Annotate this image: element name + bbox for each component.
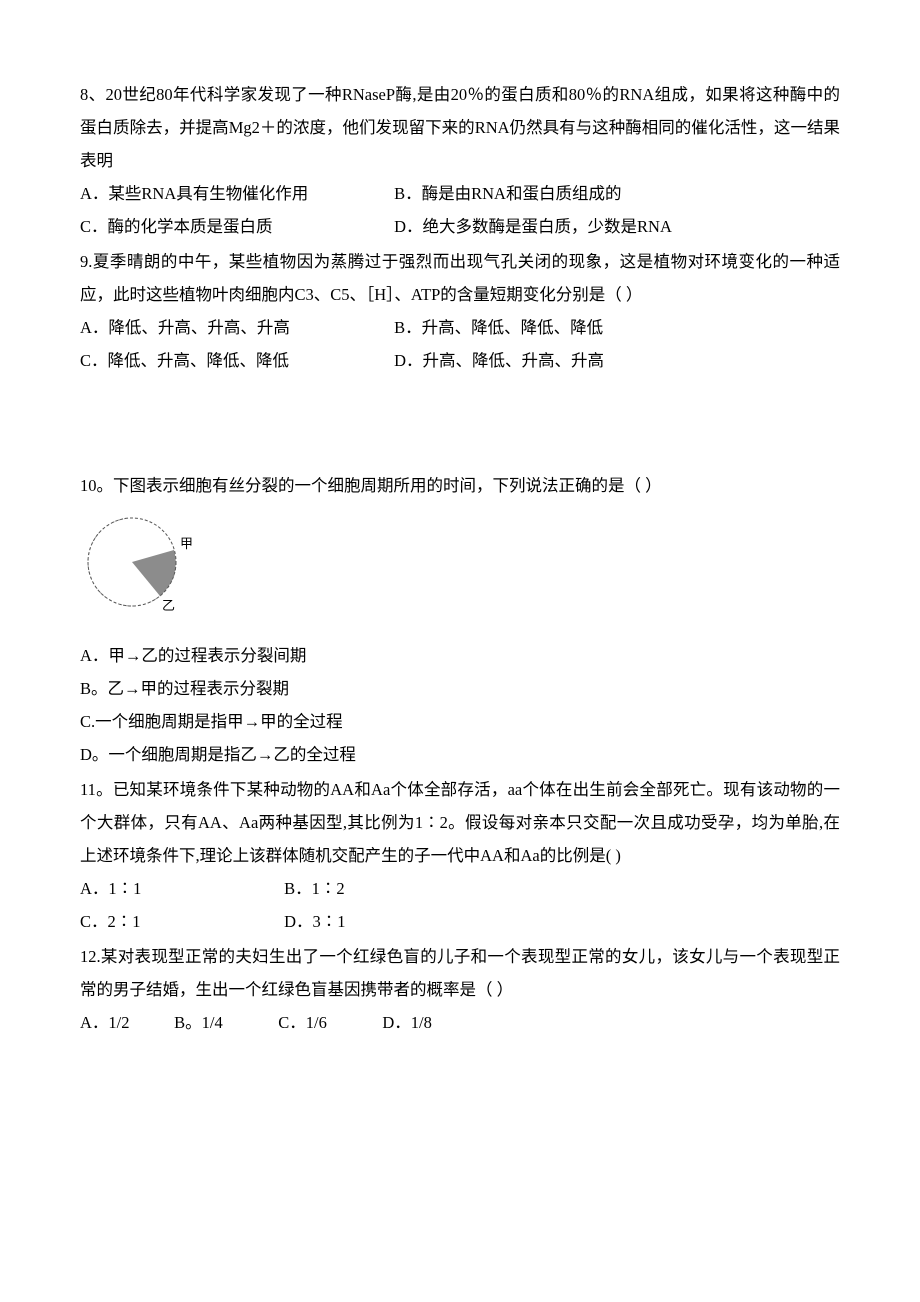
q8-option-b: B．酶是由RNA和蛋白质组成的 — [394, 177, 621, 210]
q11-options: A．1∶1 B．1∶2 — [80, 872, 840, 905]
q8-option-d: D．绝大多数酶是蛋白质，少数是RNA — [394, 210, 672, 243]
q8-options: A．某些RNA具有生物催化作用 B．酶是由RNA和蛋白质组成的 — [80, 177, 840, 210]
q8-stem: 8、20世纪80年代科学家发现了一种RNaseP酶,是由20％的蛋白质和80％的… — [80, 78, 840, 177]
q9-option-d: D．升高、降低、升高、升高 — [394, 344, 604, 377]
q12-option-d: D．1/8 — [382, 1006, 432, 1039]
q9-option-b: B．升高、降低、降低、降低 — [394, 311, 603, 344]
q11-option-b: B．1∶2 — [284, 872, 345, 905]
q9-option-a: A．降低、升高、升高、升高 — [80, 311, 390, 344]
q10-option-b: B。乙→甲的过程表示分裂期 — [80, 672, 840, 705]
q11-option-a: A．1∶1 — [80, 872, 280, 905]
q11-stem: 11。已知某环境条件下某种动物的AA和Aa个体全部存活，aa个体在出生前会全部死… — [80, 773, 840, 872]
label-jia: 甲 — [180, 536, 193, 551]
q8-option-c: C．酶的化学本质是蛋白质 — [80, 210, 390, 243]
q9-options-2: C．降低、升高、降低、降低 D．升高、降低、升高、升高 — [80, 344, 840, 377]
label-yi: 乙 — [162, 598, 175, 613]
section-gap — [80, 379, 840, 469]
cell-cycle-diagram: 甲 乙 — [80, 510, 200, 622]
q11-option-d: D．3∶1 — [284, 905, 345, 938]
q12-options: A．1/2 B。1/4 C．1/6 D．1/8 — [80, 1006, 840, 1039]
question-11: 11。已知某环境条件下某种动物的AA和Aa个体全部存活，aa个体在出生前会全部死… — [80, 773, 840, 938]
q10-option-a: A．甲→乙的过程表示分裂间期 — [80, 639, 840, 672]
q12-stem: 12.某对表现型正常的夫妇生出了一个红绿色盲的儿子和一个表现型正常的女儿，该女儿… — [80, 940, 840, 1006]
q10-option-d: D。一个细胞周期是指乙→乙的全过程 — [80, 738, 840, 771]
q9-option-c: C．降低、升高、降低、降低 — [80, 344, 390, 377]
q10-option-c: C.一个细胞周期是指甲→甲的全过程 — [80, 705, 840, 738]
cycle-wedge — [132, 550, 176, 596]
q10-stem: 10。下图表示细胞有丝分裂的一个细胞周期所用的时间，下列说法正确的是（ ） — [80, 469, 840, 502]
q9-stem: 9.夏季晴朗的中午，某些植物因为蒸腾过于强烈而出现气孔关闭的现象，这是植物对环境… — [80, 245, 840, 311]
q11-option-c: C．2∶1 — [80, 905, 280, 938]
q10-diagram: 甲 乙 — [80, 510, 840, 633]
q9-options: A．降低、升高、升高、升高 B．升高、降低、降低、降低 — [80, 311, 840, 344]
q12-option-c: C．1/6 — [278, 1006, 378, 1039]
q10-options: A．甲→乙的过程表示分裂间期 B。乙→甲的过程表示分裂期 C.一个细胞周期是指甲… — [80, 639, 840, 771]
q8-option-a: A．某些RNA具有生物催化作用 — [80, 177, 390, 210]
question-10: 10。下图表示细胞有丝分裂的一个细胞周期所用的时间，下列说法正确的是（ ） 甲 … — [80, 469, 840, 771]
q12-option-b: B。1/4 — [174, 1006, 274, 1039]
question-8: 8、20世纪80年代科学家发现了一种RNaseP酶,是由20％的蛋白质和80％的… — [80, 78, 840, 243]
question-9: 9.夏季晴朗的中午，某些植物因为蒸腾过于强烈而出现气孔关闭的现象，这是植物对环境… — [80, 245, 840, 377]
q12-option-a: A．1/2 — [80, 1006, 170, 1039]
q8-options-2: C．酶的化学本质是蛋白质 D．绝大多数酶是蛋白质，少数是RNA — [80, 210, 840, 243]
q11-options-2: C．2∶1 D．3∶1 — [80, 905, 840, 938]
question-12: 12.某对表现型正常的夫妇生出了一个红绿色盲的儿子和一个表现型正常的女儿，该女儿… — [80, 940, 840, 1039]
